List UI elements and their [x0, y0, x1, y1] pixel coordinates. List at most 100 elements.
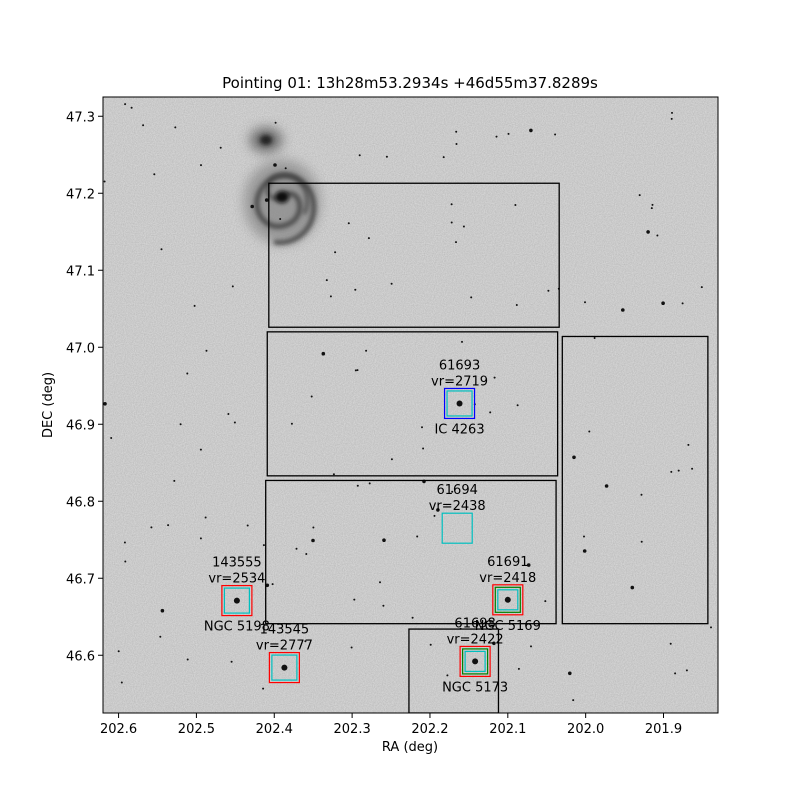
star-point: [544, 600, 547, 603]
star-point: [262, 687, 265, 690]
star-point: [526, 563, 531, 567]
star-point: [670, 117, 673, 120]
star-point: [332, 473, 335, 476]
source-id-label: 61698: [454, 616, 495, 631]
star-point: [199, 537, 202, 540]
star-point: [310, 395, 313, 398]
star-point: [279, 218, 282, 220]
star-point: [416, 535, 419, 538]
source-vr-label: vr=2777: [256, 639, 313, 654]
star-point: [350, 646, 353, 649]
star-point: [489, 411, 492, 414]
x-tick-label: 202.1: [489, 722, 526, 737]
source-id-label: 61691: [487, 555, 528, 570]
source-box: [459, 645, 491, 678]
star-point: [455, 143, 458, 145]
field-rectangle: [265, 479, 557, 625]
source-name-label: IC 4263: [434, 422, 484, 437]
source-id-label: 143555: [212, 556, 262, 571]
star-point: [173, 479, 176, 482]
y-tick-label: 47.1: [66, 264, 95, 279]
sky-noise: [103, 97, 718, 713]
star-point: [142, 124, 145, 127]
star-point: [356, 484, 359, 487]
star-point: [583, 535, 585, 538]
x-tick-label: 202.6: [100, 722, 137, 737]
star-point: [365, 349, 368, 352]
y-tick-label: 46.8: [66, 495, 95, 510]
star-point: [290, 422, 293, 425]
field-rectangle: [408, 628, 500, 713]
source-vr-label: vr=2719: [431, 374, 488, 389]
star-point: [450, 221, 453, 224]
star-point: [584, 301, 586, 304]
star-point: [671, 111, 673, 114]
star-point: [103, 402, 107, 406]
x-axis-label: RA (deg): [382, 740, 438, 755]
source-box: [271, 654, 298, 681]
source-name-label: NGC 5173: [442, 680, 508, 695]
star-point: [311, 538, 315, 543]
star-point: [422, 447, 425, 450]
star-point: [200, 164, 202, 167]
star-point: [120, 681, 123, 684]
star-point: [219, 146, 222, 149]
star-point: [390, 282, 393, 285]
star-point: [442, 156, 445, 159]
source-galaxy-point: [233, 597, 240, 604]
source-name-label: NGC 5198: [204, 620, 270, 635]
star-point: [284, 167, 287, 170]
star-point: [411, 616, 414, 619]
star-point: [174, 126, 177, 129]
plot-area: [103, 97, 718, 713]
star-point: [515, 304, 518, 306]
source-vr-label: vr=2422: [447, 632, 504, 647]
star-point: [150, 526, 153, 529]
star-point: [656, 234, 659, 237]
star-point: [470, 296, 473, 299]
source-name-label: NGC 5169: [475, 619, 541, 634]
star-point: [429, 643, 432, 646]
star-point: [650, 207, 653, 210]
star-point: [103, 180, 106, 183]
star-point: [493, 376, 496, 379]
star-point: [329, 295, 332, 298]
star-point: [117, 650, 120, 653]
x-tick-label: 202.4: [256, 722, 293, 737]
star-point: [295, 547, 298, 550]
y-tick-label: 46.9: [66, 418, 95, 433]
star-point: [231, 285, 234, 288]
star-point: [358, 154, 361, 157]
star-point: [630, 585, 635, 590]
star-point: [385, 155, 388, 158]
star-point: [186, 372, 189, 375]
star-point: [640, 540, 643, 543]
star-point: [681, 302, 684, 305]
star-point: [433, 514, 436, 517]
x-tick-label: 202.5: [178, 722, 215, 737]
source-box: [443, 387, 476, 420]
y-tick-label: 47.0: [66, 341, 95, 356]
star-point: [700, 286, 703, 289]
star-point: [379, 581, 381, 584]
star-point: [621, 308, 625, 312]
star-point: [514, 204, 517, 206]
source-box: [464, 650, 486, 673]
star-point: [638, 194, 641, 197]
source-box: [446, 390, 473, 417]
star-point: [436, 508, 440, 512]
star-point: [325, 279, 328, 282]
star-point: [588, 430, 591, 433]
star-point: [530, 645, 532, 648]
star-point: [382, 538, 386, 542]
plot-frame: [102, 96, 719, 714]
star-point: [153, 173, 156, 176]
star-point: [199, 448, 202, 451]
source-galaxy-point: [281, 664, 288, 671]
star-point: [677, 469, 680, 472]
y-axis-label: DEC (deg): [41, 372, 56, 438]
star-point: [455, 130, 458, 133]
source-box: [268, 651, 300, 684]
whirlpool-galaxy-image: [244, 128, 320, 245]
